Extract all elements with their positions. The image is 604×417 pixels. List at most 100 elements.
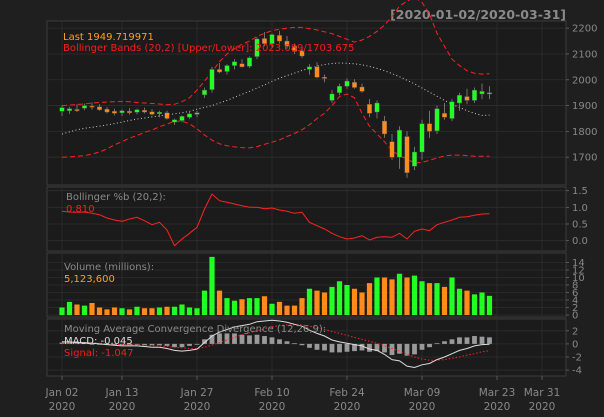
x-tick-label-year: 2020 (484, 401, 511, 413)
volume-bar (389, 279, 395, 315)
pctb-value-label: 0.810 (66, 204, 95, 215)
volume-bar (284, 305, 290, 315)
x-tick-label-date: Jan 27 (180, 387, 214, 399)
candle (389, 141, 395, 158)
candle (322, 76, 328, 79)
volume-bar (411, 275, 418, 315)
candlestick-series (59, 30, 493, 178)
pctb-tick-label: 1.0 (572, 203, 588, 214)
volume-bar (321, 292, 328, 315)
candle (156, 112, 162, 115)
macd-histogram-bar (464, 337, 470, 344)
candle (81, 105, 87, 109)
macd-histogram-bar (232, 333, 237, 344)
pctb-line (61, 193, 490, 247)
volume-bar (104, 309, 110, 315)
macd-histogram-bar (479, 336, 485, 344)
macd-title: Moving Average Convergence Divergence (1… (64, 324, 326, 335)
candle (359, 86, 365, 92)
candle (479, 91, 485, 95)
x-tick-label-date: Feb 24 (329, 387, 365, 399)
volume-title: Volume (millions): (64, 262, 154, 273)
volume-bar (426, 283, 433, 315)
volume-tick-label: 12 (572, 266, 585, 277)
macd-histogram-bar (442, 341, 447, 344)
volume-bar (351, 288, 358, 315)
price-panel: 1700 1800 1900 2000 2100 2200 Last 1949.71997… (46, 0, 597, 186)
volume-bar (359, 292, 365, 315)
volume-bar (224, 298, 230, 315)
candle (337, 86, 343, 93)
bollinger-upper-band (61, 0, 490, 107)
candle (149, 111, 155, 115)
volume-bar (269, 303, 275, 315)
bollinger-lower-band (61, 93, 490, 164)
candle (314, 66, 320, 78)
date-range-title: [2020-01-02/2020-03-31] (390, 7, 566, 22)
x-tick-label-year: 2020 (334, 401, 361, 413)
x-tick-label-year: 2020 (529, 401, 556, 413)
volume-bar (216, 290, 223, 315)
candle (126, 111, 132, 114)
candle (74, 109, 80, 111)
volume-bar (81, 305, 88, 315)
volume-bar (261, 296, 268, 315)
candle (179, 116, 185, 121)
volume-bar (74, 304, 80, 315)
macd-histogram-bar (217, 333, 222, 344)
candle (119, 110, 125, 114)
candle (299, 50, 305, 57)
macd-tick-label: 0 (572, 339, 578, 350)
candle (292, 46, 298, 52)
macd-histogram-bar (404, 343, 410, 356)
candle (104, 108, 110, 113)
volume-bar (156, 307, 163, 315)
macd-histogram-bar (164, 343, 170, 346)
volume-bar (449, 277, 455, 315)
candle (66, 108, 72, 111)
candle (397, 129, 403, 158)
volume-bar (471, 294, 478, 315)
volume-bar (299, 298, 305, 315)
macd-histogram-bar (239, 334, 245, 344)
macd-histogram-bar (352, 343, 357, 352)
candle (209, 69, 215, 90)
price-tick-label: 1700 (572, 153, 597, 164)
macd-tick-label: -4 (572, 366, 582, 377)
volume-bar (201, 290, 208, 315)
x-tick-label-date: Jan 02 (45, 387, 79, 399)
candle (141, 110, 147, 113)
volume-bar (419, 281, 425, 315)
volume-tick-label: 2 (572, 303, 578, 314)
macd-tick-label: 2 (572, 326, 578, 337)
volume-tick-label: 6 (572, 288, 578, 299)
x-tick-label-year: 2020 (109, 401, 136, 413)
macd-histogram-bar (277, 339, 282, 344)
candle (59, 107, 65, 112)
volume-bar (194, 308, 200, 315)
candle (457, 95, 463, 104)
candle (262, 38, 268, 44)
price-grid (47, 21, 566, 185)
candle (449, 101, 455, 119)
volume-bar (96, 307, 103, 315)
x-tick-label-date: Jan 13 (105, 387, 139, 399)
last-price-label: Last 1949.719971 (63, 32, 154, 43)
volume-bar (254, 298, 260, 315)
candle (487, 92, 493, 95)
x-tick-label-date: Mar 31 (524, 387, 561, 399)
price-tick-label: 1800 (572, 127, 597, 138)
candle (239, 63, 245, 68)
candle (352, 82, 358, 88)
candle (277, 35, 283, 42)
macd-histogram-bar (359, 343, 365, 351)
price-y-axis: 1700 1800 1900 2000 2100 2200 (566, 24, 597, 164)
macd-histogram-bar (329, 343, 335, 353)
volume-tick-label: 8 (572, 281, 578, 292)
macd-histogram-bar (142, 343, 147, 346)
macd-histogram-bar (134, 343, 140, 345)
x-tick-label-date: Mar 09 (404, 387, 441, 399)
macd-histogram-bar (472, 336, 477, 344)
candle (224, 65, 230, 72)
